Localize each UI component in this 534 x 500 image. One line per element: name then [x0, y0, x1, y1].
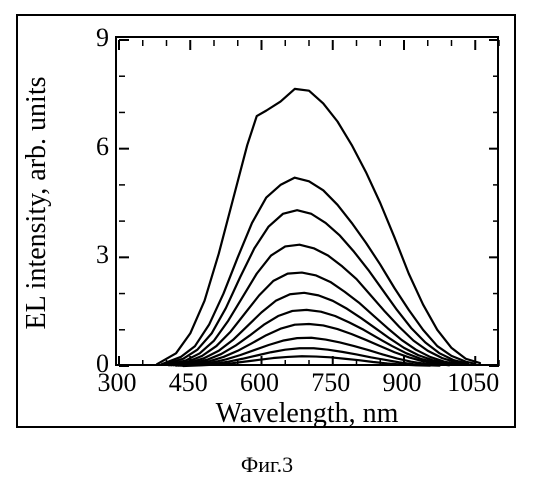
y-tick-label: 3: [85, 240, 109, 270]
y-tick-label: 0: [85, 349, 109, 379]
x-tick-label: 900: [372, 368, 432, 398]
plot-svg: [117, 38, 501, 368]
y-tick-label: 9: [85, 23, 109, 53]
x-axis-label: Wavelength, nm: [115, 398, 499, 430]
figure-caption: Фиг.3: [0, 452, 534, 478]
x-tick-label: 1050: [443, 368, 503, 398]
x-tick-label: 450: [158, 368, 218, 398]
x-tick-label: 750: [301, 368, 361, 398]
y-axis-label: EL intensity, arb. units: [21, 63, 53, 343]
y-tick-label: 6: [85, 132, 109, 162]
x-tick-label: 600: [230, 368, 290, 398]
plot-area: [115, 36, 499, 366]
